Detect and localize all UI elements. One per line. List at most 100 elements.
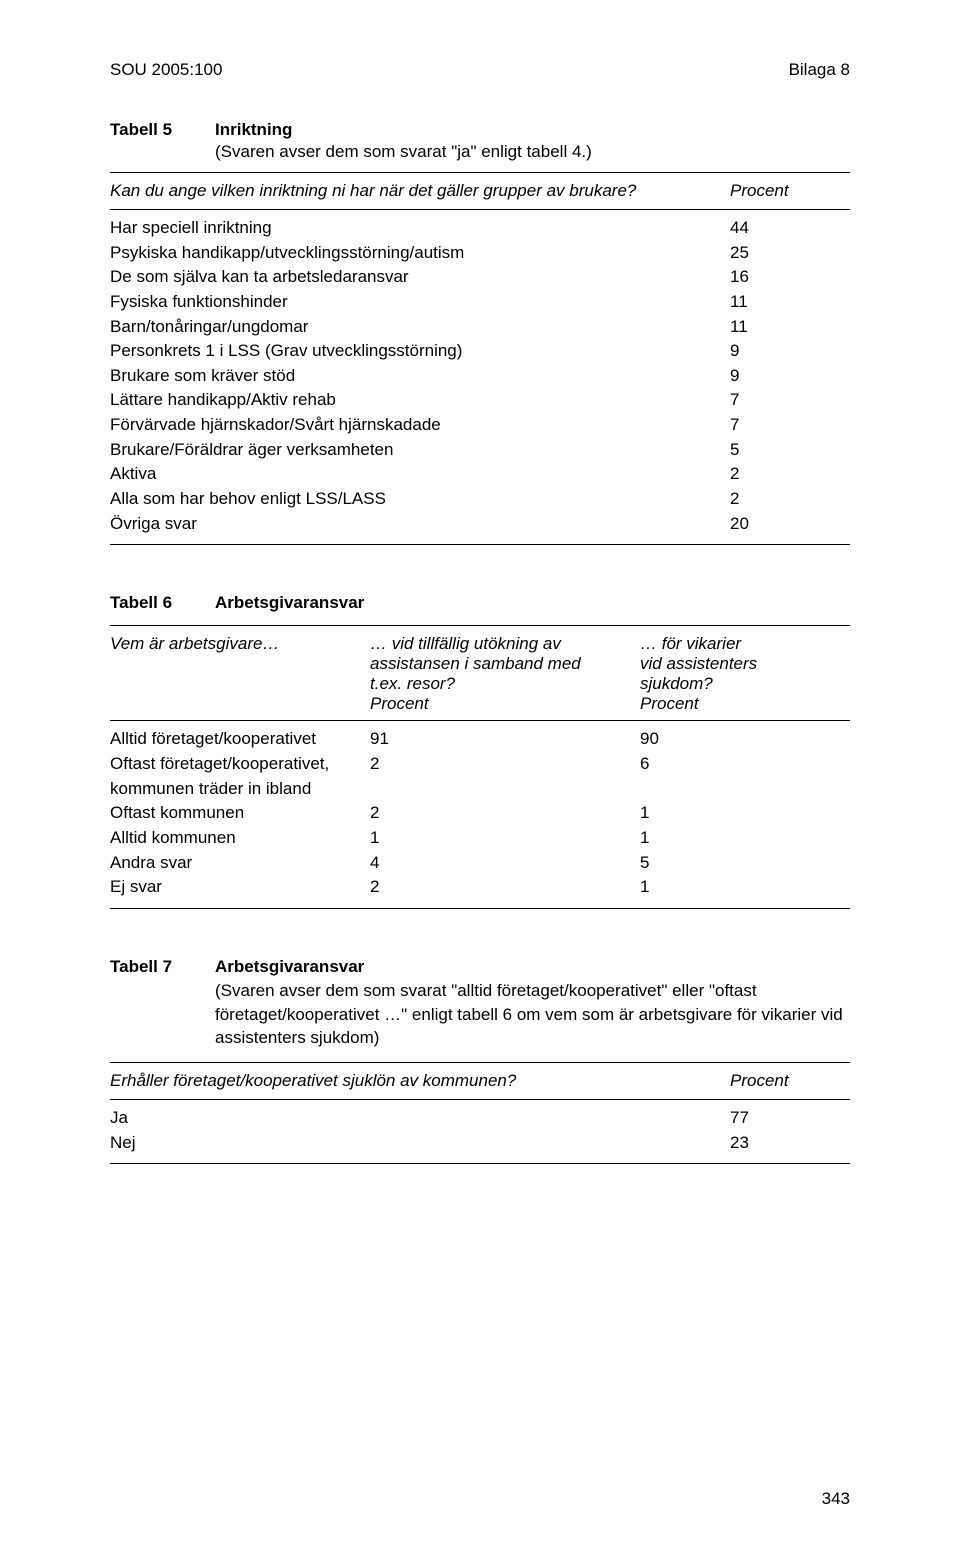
row-value: 1: [640, 875, 850, 900]
table-row: De som själva kan ta arbetsledaransvar16: [110, 265, 850, 290]
row-value: 7: [730, 388, 850, 413]
table5-title-row: Tabell 5 Inriktning: [110, 120, 850, 140]
table7-subtitle: (Svaren avser dem som svarat "alltid för…: [215, 979, 850, 1050]
row-label: Aktiva: [110, 462, 730, 487]
page-header: SOU 2005:100 Bilaga 8: [110, 60, 850, 80]
row-value: 1: [370, 826, 640, 851]
table5-subtitle: (Svaren avser dem som svarat "ja" enligt…: [215, 142, 850, 162]
table5-number: Tabell 5: [110, 120, 215, 140]
table6-header: Vem är arbetsgivare… … vid tillfällig ut…: [110, 625, 850, 721]
table-row: Fysiska funktionshinder11: [110, 290, 850, 315]
row-label: Oftast kommunen: [110, 801, 370, 826]
table5-question: Kan du ange vilken inriktning ni har när…: [110, 181, 730, 201]
table6-title-row: Tabell 6 Arbetsgivaransvar: [110, 593, 850, 613]
row-value: 9: [730, 364, 850, 389]
row-value: 25: [730, 241, 850, 266]
table6-col2-header: … vid tillfällig utökning av assistansen…: [370, 634, 640, 714]
row-value: 90: [640, 727, 850, 752]
hdr-line: … vid tillfällig utökning av: [370, 634, 630, 654]
hdr-line: … för vikarier: [640, 634, 850, 654]
row-value: 4: [370, 851, 640, 876]
row-label: Alltid företaget/kooperativet: [110, 727, 370, 752]
row-value: 77: [730, 1106, 850, 1131]
table-row: Andra svar45: [110, 851, 850, 876]
row-label: Oftast företaget/kooperativet, kommunen …: [110, 752, 370, 801]
table6: Tabell 6 Arbetsgivaransvar Vem är arbets…: [110, 593, 850, 908]
row-label: Övriga svar: [110, 512, 730, 537]
table-row: Nej23: [110, 1131, 850, 1156]
table-row: Ej svar21: [110, 875, 850, 900]
hdr-line: t.ex. resor?: [370, 674, 630, 694]
table-row: Brukare/Föräldrar äger verksamheten5: [110, 438, 850, 463]
table6-col1-header: Vem är arbetsgivare…: [110, 634, 370, 714]
table-row: Ja77: [110, 1106, 850, 1131]
table5-title: Inriktning: [215, 120, 850, 140]
row-label: Barn/tonåringar/ungdomar: [110, 315, 730, 340]
spacer: [110, 615, 850, 625]
row-value: 20: [730, 512, 850, 537]
row-label: De som själva kan ta arbetsledaransvar: [110, 265, 730, 290]
hdr-line: Procent: [370, 694, 630, 714]
table-row: Oftast kommunen21: [110, 801, 850, 826]
row-value: 44: [730, 216, 850, 241]
hdr-line: assistansen i samband med: [370, 654, 630, 674]
table-row: Alltid kommunen11: [110, 826, 850, 851]
row-label: Förvärvade hjärnskador/Svårt hjärnskadad…: [110, 413, 730, 438]
table-row: Har speciell inriktning44: [110, 216, 850, 241]
row-value: 9: [730, 339, 850, 364]
row-value: 5: [730, 438, 850, 463]
header-left: SOU 2005:100: [110, 60, 222, 80]
table-row: Förvärvade hjärnskador/Svårt hjärnskadad…: [110, 413, 850, 438]
row-label: Lättare handikapp/Aktiv rehab: [110, 388, 730, 413]
table-row: Lättare handikapp/Aktiv rehab7: [110, 388, 850, 413]
row-value: 7: [730, 413, 850, 438]
row-value: 2: [370, 801, 640, 826]
row-label: Brukare som kräver stöd: [110, 364, 730, 389]
table-row: Övriga svar20: [110, 512, 850, 537]
table7-question: Erhåller företaget/kooperativet sjuklön …: [110, 1071, 730, 1091]
hdr-line: sjukdom?: [640, 674, 850, 694]
table-row: Barn/tonåringar/ungdomar11: [110, 315, 850, 340]
page-number: 343: [822, 1489, 850, 1509]
table-row: Alltid företaget/kooperativet9190: [110, 727, 850, 752]
row-label: Fysiska funktionshinder: [110, 290, 730, 315]
table7-number: Tabell 7: [110, 957, 215, 977]
header-right: Bilaga 8: [789, 60, 850, 80]
table-row: Oftast företaget/kooperativet, kommunen …: [110, 752, 850, 801]
row-label: Ja: [110, 1106, 730, 1131]
table-row: Personkrets 1 i LSS (Grav utvecklingsstö…: [110, 339, 850, 364]
row-value: 1: [640, 826, 850, 851]
table5-header: Kan du ange vilken inriktning ni har när…: [110, 172, 850, 210]
row-value: 6: [640, 752, 850, 801]
table5-body: Har speciell inriktning44 Psykiska handi…: [110, 210, 850, 545]
row-label: Nej: [110, 1131, 730, 1156]
row-value: 2: [730, 462, 850, 487]
row-label: Alla som har behov enligt LSS/LASS: [110, 487, 730, 512]
row-value: 2: [730, 487, 850, 512]
row-value: 91: [370, 727, 640, 752]
table7: Tabell 7 Arbetsgivaransvar (Svaren avser…: [110, 957, 850, 1165]
table6-col3-header: … för vikarier vid assistenters sjukdom?…: [640, 634, 850, 714]
table7-procent-label: Procent: [730, 1071, 850, 1091]
row-value: 16: [730, 265, 850, 290]
row-label: Alltid kommunen: [110, 826, 370, 851]
row-value: 23: [730, 1131, 850, 1156]
row-label: Andra svar: [110, 851, 370, 876]
table-row: Aktiva2: [110, 462, 850, 487]
table7-body: Ja77 Nej23: [110, 1100, 850, 1164]
table-row: Psykiska handikapp/utvecklingsstörning/a…: [110, 241, 850, 266]
row-value: 5: [640, 851, 850, 876]
table6-number: Tabell 6: [110, 593, 215, 613]
table7-title-row: Tabell 7 Arbetsgivaransvar: [110, 957, 850, 977]
table6-title: Arbetsgivaransvar: [215, 593, 850, 613]
row-value: 1: [640, 801, 850, 826]
row-value: 11: [730, 315, 850, 340]
table-row: Brukare som kräver stöd9: [110, 364, 850, 389]
row-label: Brukare/Föräldrar äger verksamheten: [110, 438, 730, 463]
page: SOU 2005:100 Bilaga 8 Tabell 5 Inriktnin…: [0, 0, 960, 1549]
row-value: 2: [370, 752, 640, 801]
table-row: Alla som har behov enligt LSS/LASS2: [110, 487, 850, 512]
table6-body: Alltid företaget/kooperativet9190 Oftast…: [110, 721, 850, 908]
table7-header: Erhåller företaget/kooperativet sjuklön …: [110, 1062, 850, 1100]
hdr-line: Procent: [640, 694, 850, 714]
